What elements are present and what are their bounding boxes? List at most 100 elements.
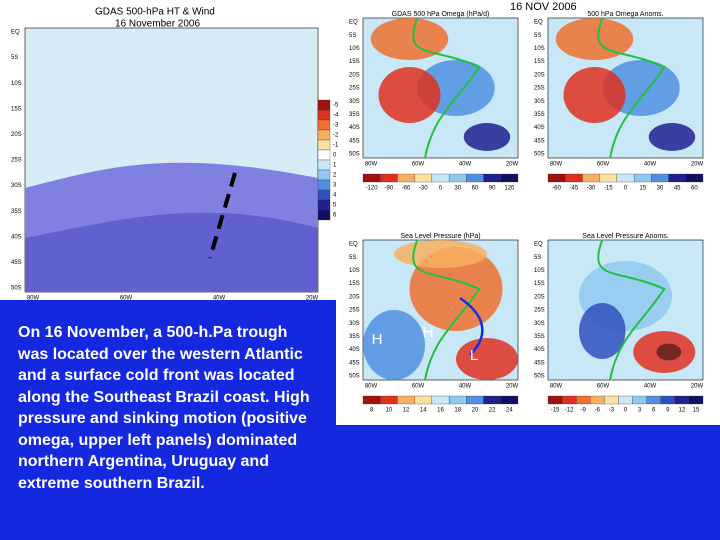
lon-label: 40W: [644, 162, 657, 168]
colorbar-swatch: [431, 395, 450, 405]
colorbar-label: -30: [587, 186, 596, 192]
panel-title: Sea Level Pressure (hPa): [400, 233, 480, 240]
colorbar-label: 12: [403, 408, 410, 414]
pressure-marker: L: [470, 347, 478, 364]
colorbar-swatch: [618, 395, 633, 405]
colorbar-swatch: [565, 173, 583, 183]
trough-band: [25, 212, 318, 292]
lon-label: 80W: [27, 296, 40, 302]
colorbar-swatch: [317, 149, 331, 161]
lat-label: 30S: [534, 99, 545, 105]
colorbar-label: 6: [333, 213, 337, 219]
lat-label: 45S: [11, 260, 22, 266]
colorbar-swatch: [688, 395, 704, 405]
lat-label: 20S: [349, 72, 360, 78]
map-blob: [555, 18, 634, 60]
panel-title: GDAS 500 hPa Omega (hPa/d): [392, 11, 490, 18]
lat-label: 40S: [534, 125, 545, 131]
colorbar-swatch: [317, 139, 331, 151]
colorbar-label: -120: [366, 186, 379, 192]
lon-label: 40W: [459, 384, 472, 390]
lat-label: 40S: [349, 347, 360, 353]
colorbar-label: 15: [693, 408, 700, 414]
colorbar-label: 0: [439, 186, 443, 192]
colorbar-swatch: [414, 173, 433, 183]
colorbar-swatch: [547, 395, 563, 405]
lat-label: EQ: [534, 20, 543, 26]
lat-label: 20S: [534, 72, 545, 78]
colorbar-swatch: [616, 173, 635, 183]
lat-label: 15S: [534, 59, 545, 65]
lon-label: 80W: [365, 384, 378, 390]
lat-label: EQ: [349, 242, 358, 248]
lat-label: 5S: [534, 33, 541, 39]
colorbar-label: -12: [565, 408, 574, 414]
lat-label: 30S: [11, 183, 22, 189]
colorbar-swatch: [561, 395, 577, 405]
colorbar-label: 14: [420, 408, 427, 414]
colorbar-swatch: [380, 395, 398, 405]
colorbar-label: -90: [384, 186, 393, 192]
colorbar-swatch: [317, 129, 331, 141]
colorbar-swatch: [466, 173, 484, 183]
lon-label: 80W: [365, 162, 378, 168]
lon-label: 40W: [213, 296, 226, 302]
lat-label: EQ: [349, 20, 358, 26]
colorbar-label: -5: [333, 103, 339, 109]
lat-label: 35S: [11, 209, 22, 215]
colorbar-swatch: [317, 119, 331, 131]
lon-label: 80W: [550, 384, 563, 390]
colorbar-swatch: [317, 179, 331, 191]
lat-label: 10S: [534, 268, 545, 274]
lat-label: 30S: [349, 99, 360, 105]
map-blob: [363, 310, 425, 380]
colorbar-swatch: [448, 173, 467, 183]
colorbar-swatch: [380, 173, 398, 183]
coastline: [597, 17, 666, 159]
lat-label: 10S: [534, 46, 545, 52]
map-blob: [463, 123, 511, 151]
lat-label: 25S: [534, 86, 545, 92]
lon-label: 60W: [597, 162, 610, 168]
colorbar-label: 45: [674, 186, 681, 192]
colorbar-label: 4: [333, 193, 337, 199]
lon-label: 80W: [550, 162, 563, 168]
colorbar-swatch: [599, 173, 618, 183]
colorbar-label: 15: [639, 186, 646, 192]
colorbar-swatch: [674, 395, 690, 405]
lat-label: 35S: [534, 112, 545, 118]
colorbar-swatch: [576, 395, 591, 405]
colorbar-swatch: [397, 395, 415, 405]
lat-label: 15S: [11, 106, 22, 112]
colorbar-label: -9: [581, 408, 587, 414]
map-blob: [579, 303, 626, 359]
colorbar-swatch: [414, 395, 433, 405]
colorbar-swatch: [660, 395, 675, 405]
map-blob: [394, 240, 487, 268]
colorbar-label: -4: [333, 113, 339, 119]
colorbar-swatch: [500, 395, 519, 405]
colorbar-swatch: [397, 173, 415, 183]
panel-title: 500 hPa Omega Anoms.: [587, 11, 663, 18]
lon-label: 20W: [691, 162, 704, 168]
coastline: [412, 239, 481, 381]
panel-title: Sea Level Pressure Anoms.: [582, 233, 668, 240]
lon-label: 20W: [506, 384, 519, 390]
colorbar-label: 2: [333, 173, 337, 179]
colorbar-swatch: [500, 173, 519, 183]
colorbar-label: 5: [333, 203, 337, 209]
coastline: [412, 17, 481, 159]
colorbar-label: 12: [679, 408, 686, 414]
map-blob: [648, 123, 696, 151]
colorbar-swatch: [317, 189, 331, 201]
colorbar-label: 60: [472, 186, 479, 192]
lat-label: 5S: [349, 33, 356, 39]
lat-label: 25S: [11, 158, 22, 164]
colorbar-label: 3: [638, 408, 642, 414]
lat-label: 35S: [534, 334, 545, 340]
colorbar-swatch: [317, 209, 331, 221]
lon-label: 60W: [412, 162, 425, 168]
colorbar-swatch: [582, 173, 600, 183]
lat-label: 20S: [11, 132, 22, 138]
